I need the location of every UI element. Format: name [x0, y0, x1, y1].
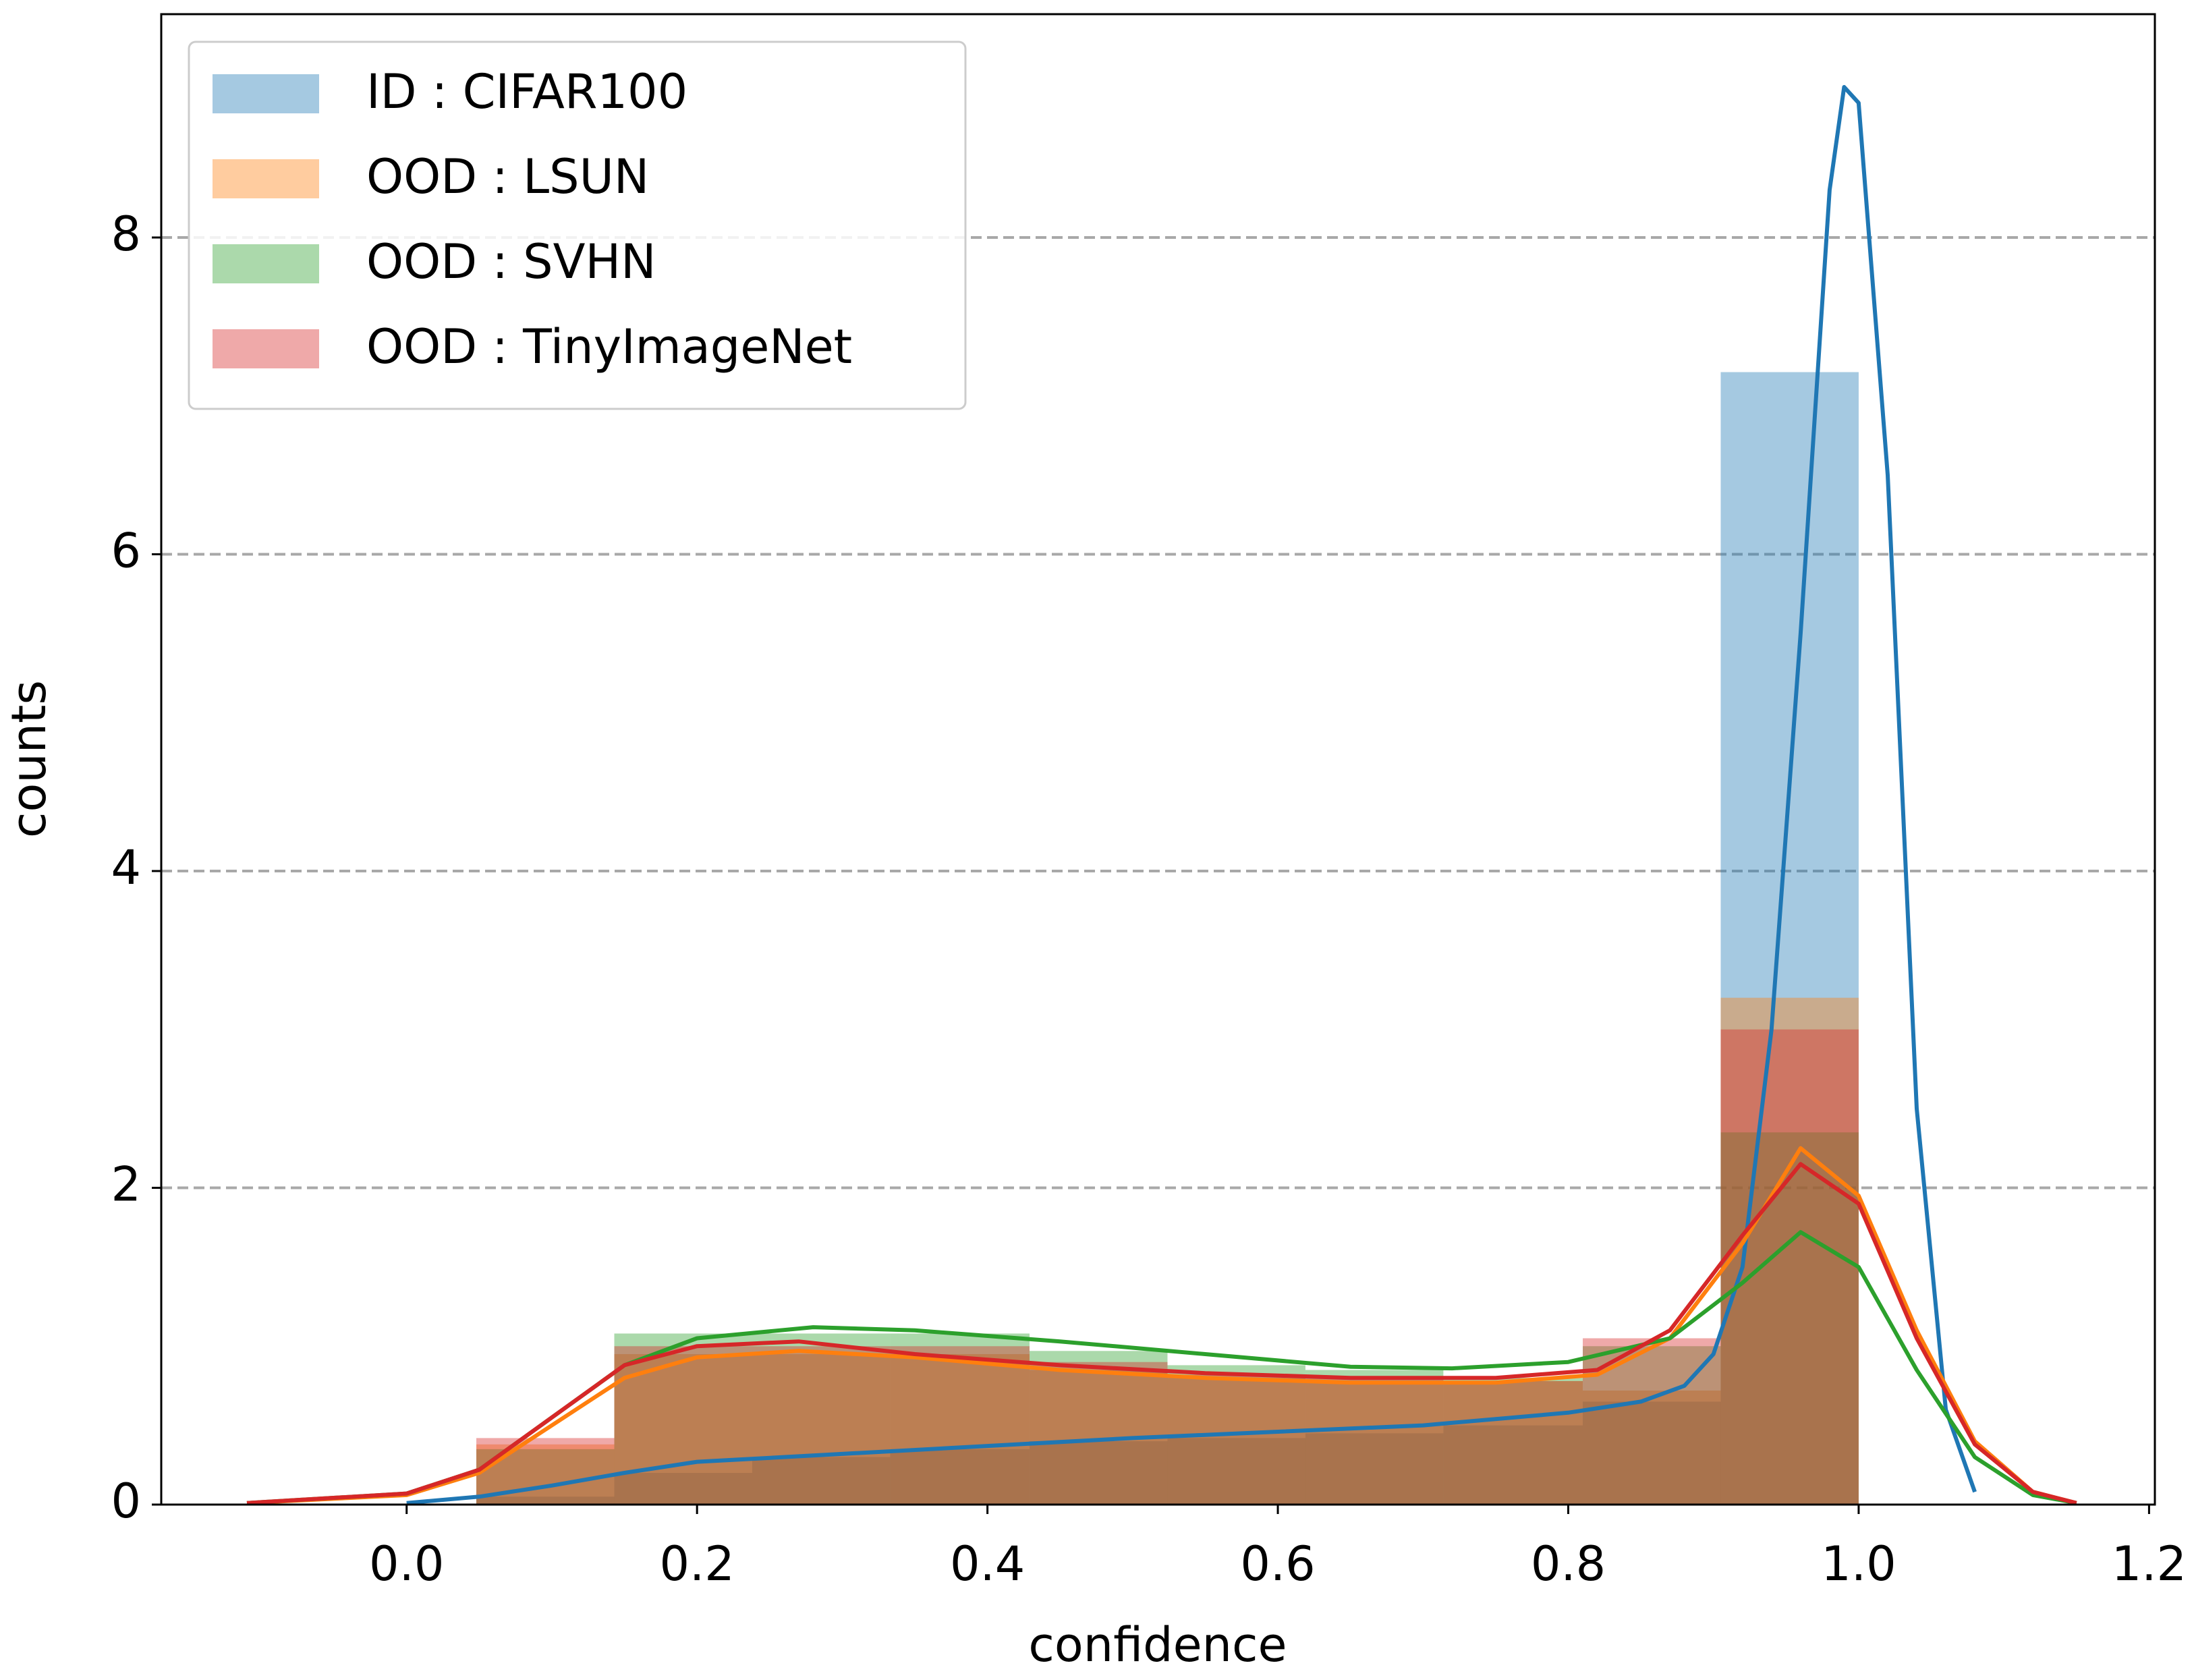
y-tick-label: 4 — [111, 840, 141, 895]
bar — [1443, 1425, 1583, 1505]
legend-label: ID : CIFAR100 — [366, 64, 687, 119]
y-axis-label: counts — [1, 680, 57, 838]
bar — [1167, 1374, 1305, 1505]
x-axis-label: confidence — [1028, 1617, 1287, 1673]
x-tick-label: 0.8 — [1531, 1536, 1606, 1592]
kde-line — [246, 1146, 2077, 1505]
bar — [614, 1353, 752, 1505]
x-tick-label: 0.2 — [660, 1536, 735, 1592]
bar — [1305, 1380, 1444, 1505]
kde-line — [246, 1162, 2077, 1505]
y-tick-label: 6 — [111, 524, 141, 579]
kde-line — [406, 85, 1977, 1505]
legend-box — [188, 40, 967, 410]
legend-label: OOD : SVHN — [366, 234, 656, 289]
bar — [1167, 1438, 1305, 1505]
legend-label: OOD : LSUN — [366, 149, 649, 204]
bar — [890, 1449, 1030, 1505]
bar — [1305, 1378, 1444, 1505]
bar — [1030, 1362, 1168, 1505]
bar — [752, 1346, 891, 1505]
bar — [1443, 1380, 1583, 1505]
x-tick-label: 0.4 — [950, 1536, 1025, 1592]
bar — [1167, 1378, 1305, 1505]
bar — [1583, 1338, 1721, 1505]
bar — [752, 1333, 891, 1505]
x-tick-label: 0.6 — [1240, 1536, 1315, 1592]
legend-swatch — [213, 74, 319, 113]
bar — [1030, 1441, 1168, 1505]
legend-swatch — [213, 329, 319, 368]
x-tick-label: 1.0 — [1821, 1536, 1896, 1592]
y-tick-label: 2 — [111, 1157, 141, 1212]
bar — [1443, 1378, 1583, 1505]
bar — [752, 1457, 891, 1505]
bar — [1443, 1380, 1583, 1505]
bar — [1720, 372, 1859, 1505]
bar — [890, 1353, 1030, 1505]
bar — [752, 1353, 891, 1505]
bar — [890, 1346, 1030, 1505]
legend: ID : CIFAR100 OOD : LSUN OOD : SVHN OOD : T… — [188, 40, 967, 410]
y-tick-label: 0 — [111, 1474, 141, 1529]
legend-swatch — [213, 159, 319, 198]
legend-label: OOD : TinyImageNet — [366, 319, 852, 374]
x-tick-label: 1.2 — [2112, 1536, 2187, 1592]
legend-swatch — [213, 244, 319, 283]
bar — [1720, 1132, 1859, 1505]
x-tick-label: 0.0 — [369, 1536, 444, 1592]
bar — [614, 1346, 752, 1505]
bar — [1305, 1370, 1444, 1505]
y-tick-label: 8 — [111, 206, 141, 262]
bar — [1305, 1433, 1444, 1505]
bar — [1583, 1390, 1721, 1505]
bar — [1583, 1401, 1721, 1505]
plot-frame — [160, 13, 2156, 1506]
bar — [476, 1496, 615, 1505]
bar — [614, 1473, 752, 1505]
